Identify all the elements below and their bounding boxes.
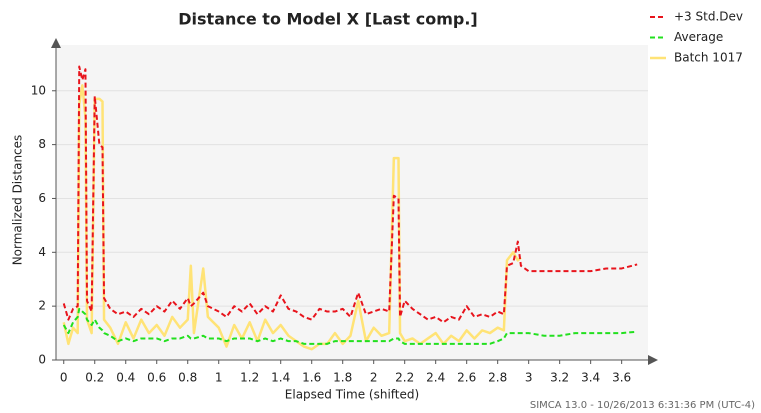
chart-title: Distance to Model X [Last comp.] — [178, 10, 477, 29]
x-tick-label: 0.4 — [116, 371, 135, 385]
x-tick-label: 3.2 — [550, 371, 569, 385]
plot-background — [56, 45, 648, 360]
x-tick-label: 2 — [370, 371, 378, 385]
x-tick-label: 1.2 — [240, 371, 259, 385]
series-line — [62, 307, 638, 345]
x-tick-label: 2.6 — [457, 371, 476, 385]
legend-label: +3 Std.Dev — [674, 10, 743, 24]
x-axis-arrow — [648, 355, 658, 365]
x-tick-label: 2.4 — [426, 371, 445, 385]
x-tick-label: 2.2 — [395, 371, 414, 385]
x-tick-label: 3.4 — [581, 371, 600, 385]
y-tick-label: 4 — [38, 245, 46, 259]
y-tick-label: 0 — [38, 353, 46, 367]
x-axis-label: Elapsed Time (shifted) — [285, 388, 419, 402]
y-tick-label: 2 — [38, 299, 46, 313]
y-axis-label: Normalized Distances — [11, 135, 25, 266]
x-tick-label: 0.8 — [178, 371, 197, 385]
x-tick-label: 2.8 — [488, 371, 507, 385]
x-tick-label: 0.6 — [147, 371, 166, 385]
x-tick-label: 1.4 — [271, 371, 290, 385]
legend: +3 Std.Dev Average Batch 1017 — [650, 10, 743, 65]
footer: SIMCA 13.0 - 10/26/2013 6:31:36 PM (UTC-… — [530, 400, 755, 411]
x-tick-label: 1 — [215, 371, 223, 385]
x-tick-label: 3.6 — [612, 371, 631, 385]
y-tick-label: 6 — [38, 191, 46, 205]
x-tick-label: 0 — [60, 371, 68, 385]
x-tick-label: 1.6 — [302, 371, 321, 385]
x-tick-label: 3 — [525, 371, 533, 385]
x-tick-label: 0.2 — [85, 371, 104, 385]
y-axis-arrow — [51, 38, 61, 48]
series-line — [62, 65, 638, 324]
y-tick-label: 10 — [31, 83, 46, 97]
x-tick-label: 1.8 — [333, 371, 352, 385]
legend-label: Batch 1017 — [674, 51, 743, 65]
lines — [62, 65, 638, 351]
axes: 0 2 4 6 8 10 0 0.2 0.4 0.6 0.8 1 1.2 1.4 1.6 1.8 2 2.2 2.4… — [31, 83, 631, 384]
legend-label: Average — [674, 30, 723, 44]
y-tick-label: 8 — [38, 137, 46, 151]
